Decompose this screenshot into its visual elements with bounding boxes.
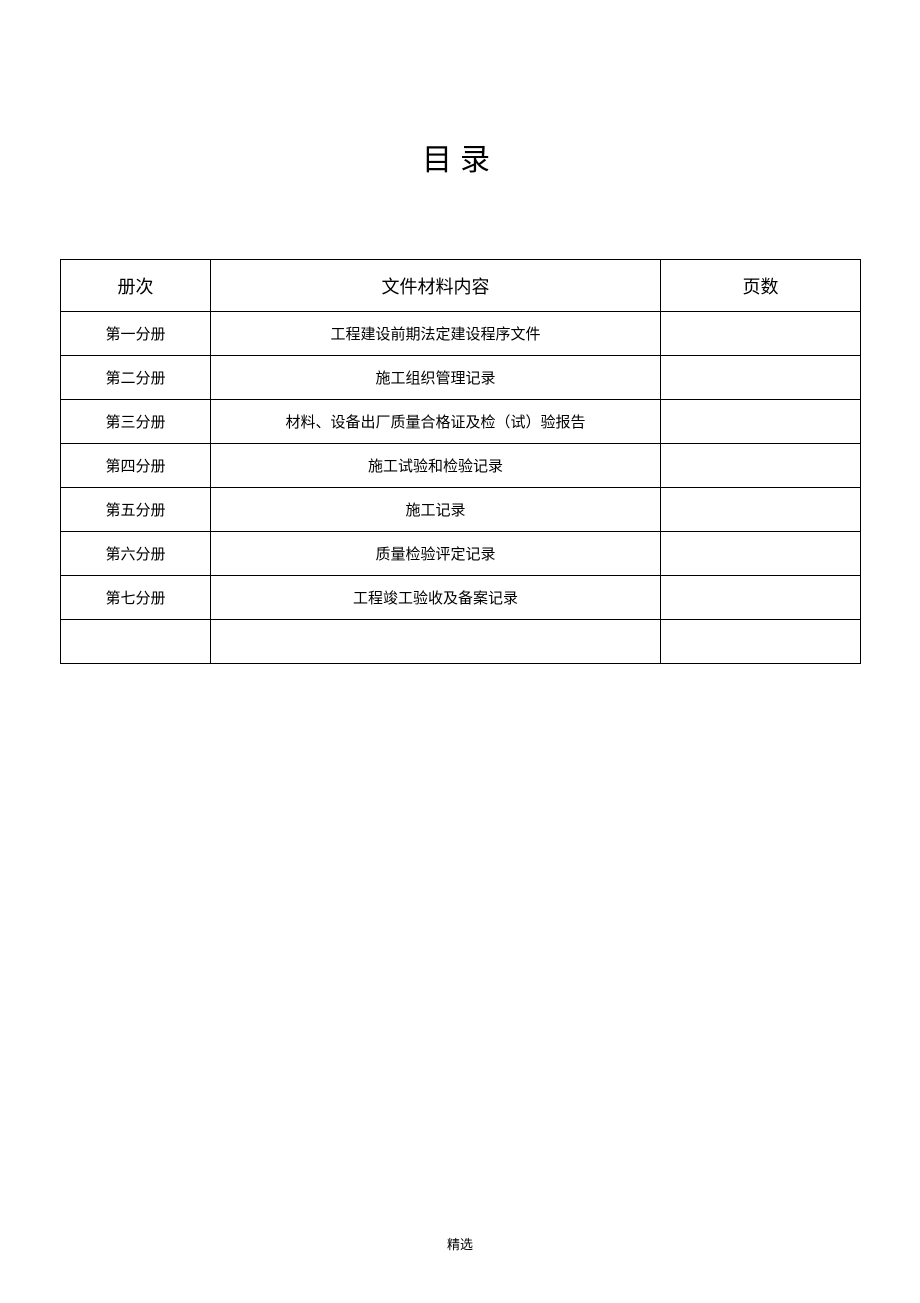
table-row: 第六分册 质量检验评定记录 [61, 532, 861, 576]
cell-pages [661, 312, 861, 356]
page-footer: 精选 [0, 1234, 920, 1253]
table-row: 第三分册 材料、设备出厂质量合格证及检（试）验报告 [61, 400, 861, 444]
toc-table: 册次 文件材料内容 页数 第一分册 工程建设前期法定建设程序文件 第二分册 施工… [60, 259, 861, 664]
cell-content: 施工组织管理记录 [211, 356, 661, 400]
cell-pages [661, 532, 861, 576]
cell-pages [661, 400, 861, 444]
table-row: 第四分册 施工试验和检验记录 [61, 444, 861, 488]
table-row: 第七分册 工程竣工验收及备案记录 [61, 576, 861, 620]
cell-volume: 第三分册 [61, 400, 211, 444]
header-pages: 页数 [661, 260, 861, 312]
cell-content: 施工试验和检验记录 [211, 444, 661, 488]
page-title: 目录 [60, 135, 860, 179]
cell-volume: 第六分册 [61, 532, 211, 576]
table-header-row: 册次 文件材料内容 页数 [61, 260, 861, 312]
cell-content: 工程建设前期法定建设程序文件 [211, 312, 661, 356]
header-volume: 册次 [61, 260, 211, 312]
table-row: 第五分册 施工记录 [61, 488, 861, 532]
cell-volume: 第七分册 [61, 576, 211, 620]
cell-pages [661, 576, 861, 620]
header-content: 文件材料内容 [211, 260, 661, 312]
cell-pages [661, 356, 861, 400]
cell-content: 工程竣工验收及备案记录 [211, 576, 661, 620]
cell-volume: 第五分册 [61, 488, 211, 532]
cell-pages [661, 488, 861, 532]
cell-content: 质量检验评定记录 [211, 532, 661, 576]
cell-volume: 第一分册 [61, 312, 211, 356]
page-container: 目录 册次 文件材料内容 页数 第一分册 工程建设前期法定建设程序文件 第二分册… [0, 0, 920, 1303]
table-row: 第二分册 施工组织管理记录 [61, 356, 861, 400]
cell-volume: 第二分册 [61, 356, 211, 400]
cell-content [211, 620, 661, 664]
table-row: 第一分册 工程建设前期法定建设程序文件 [61, 312, 861, 356]
cell-pages [661, 620, 861, 664]
cell-volume: 第四分册 [61, 444, 211, 488]
table-row [61, 620, 861, 664]
cell-volume [61, 620, 211, 664]
cell-content: 施工记录 [211, 488, 661, 532]
cell-pages [661, 444, 861, 488]
cell-content: 材料、设备出厂质量合格证及检（试）验报告 [211, 400, 661, 444]
